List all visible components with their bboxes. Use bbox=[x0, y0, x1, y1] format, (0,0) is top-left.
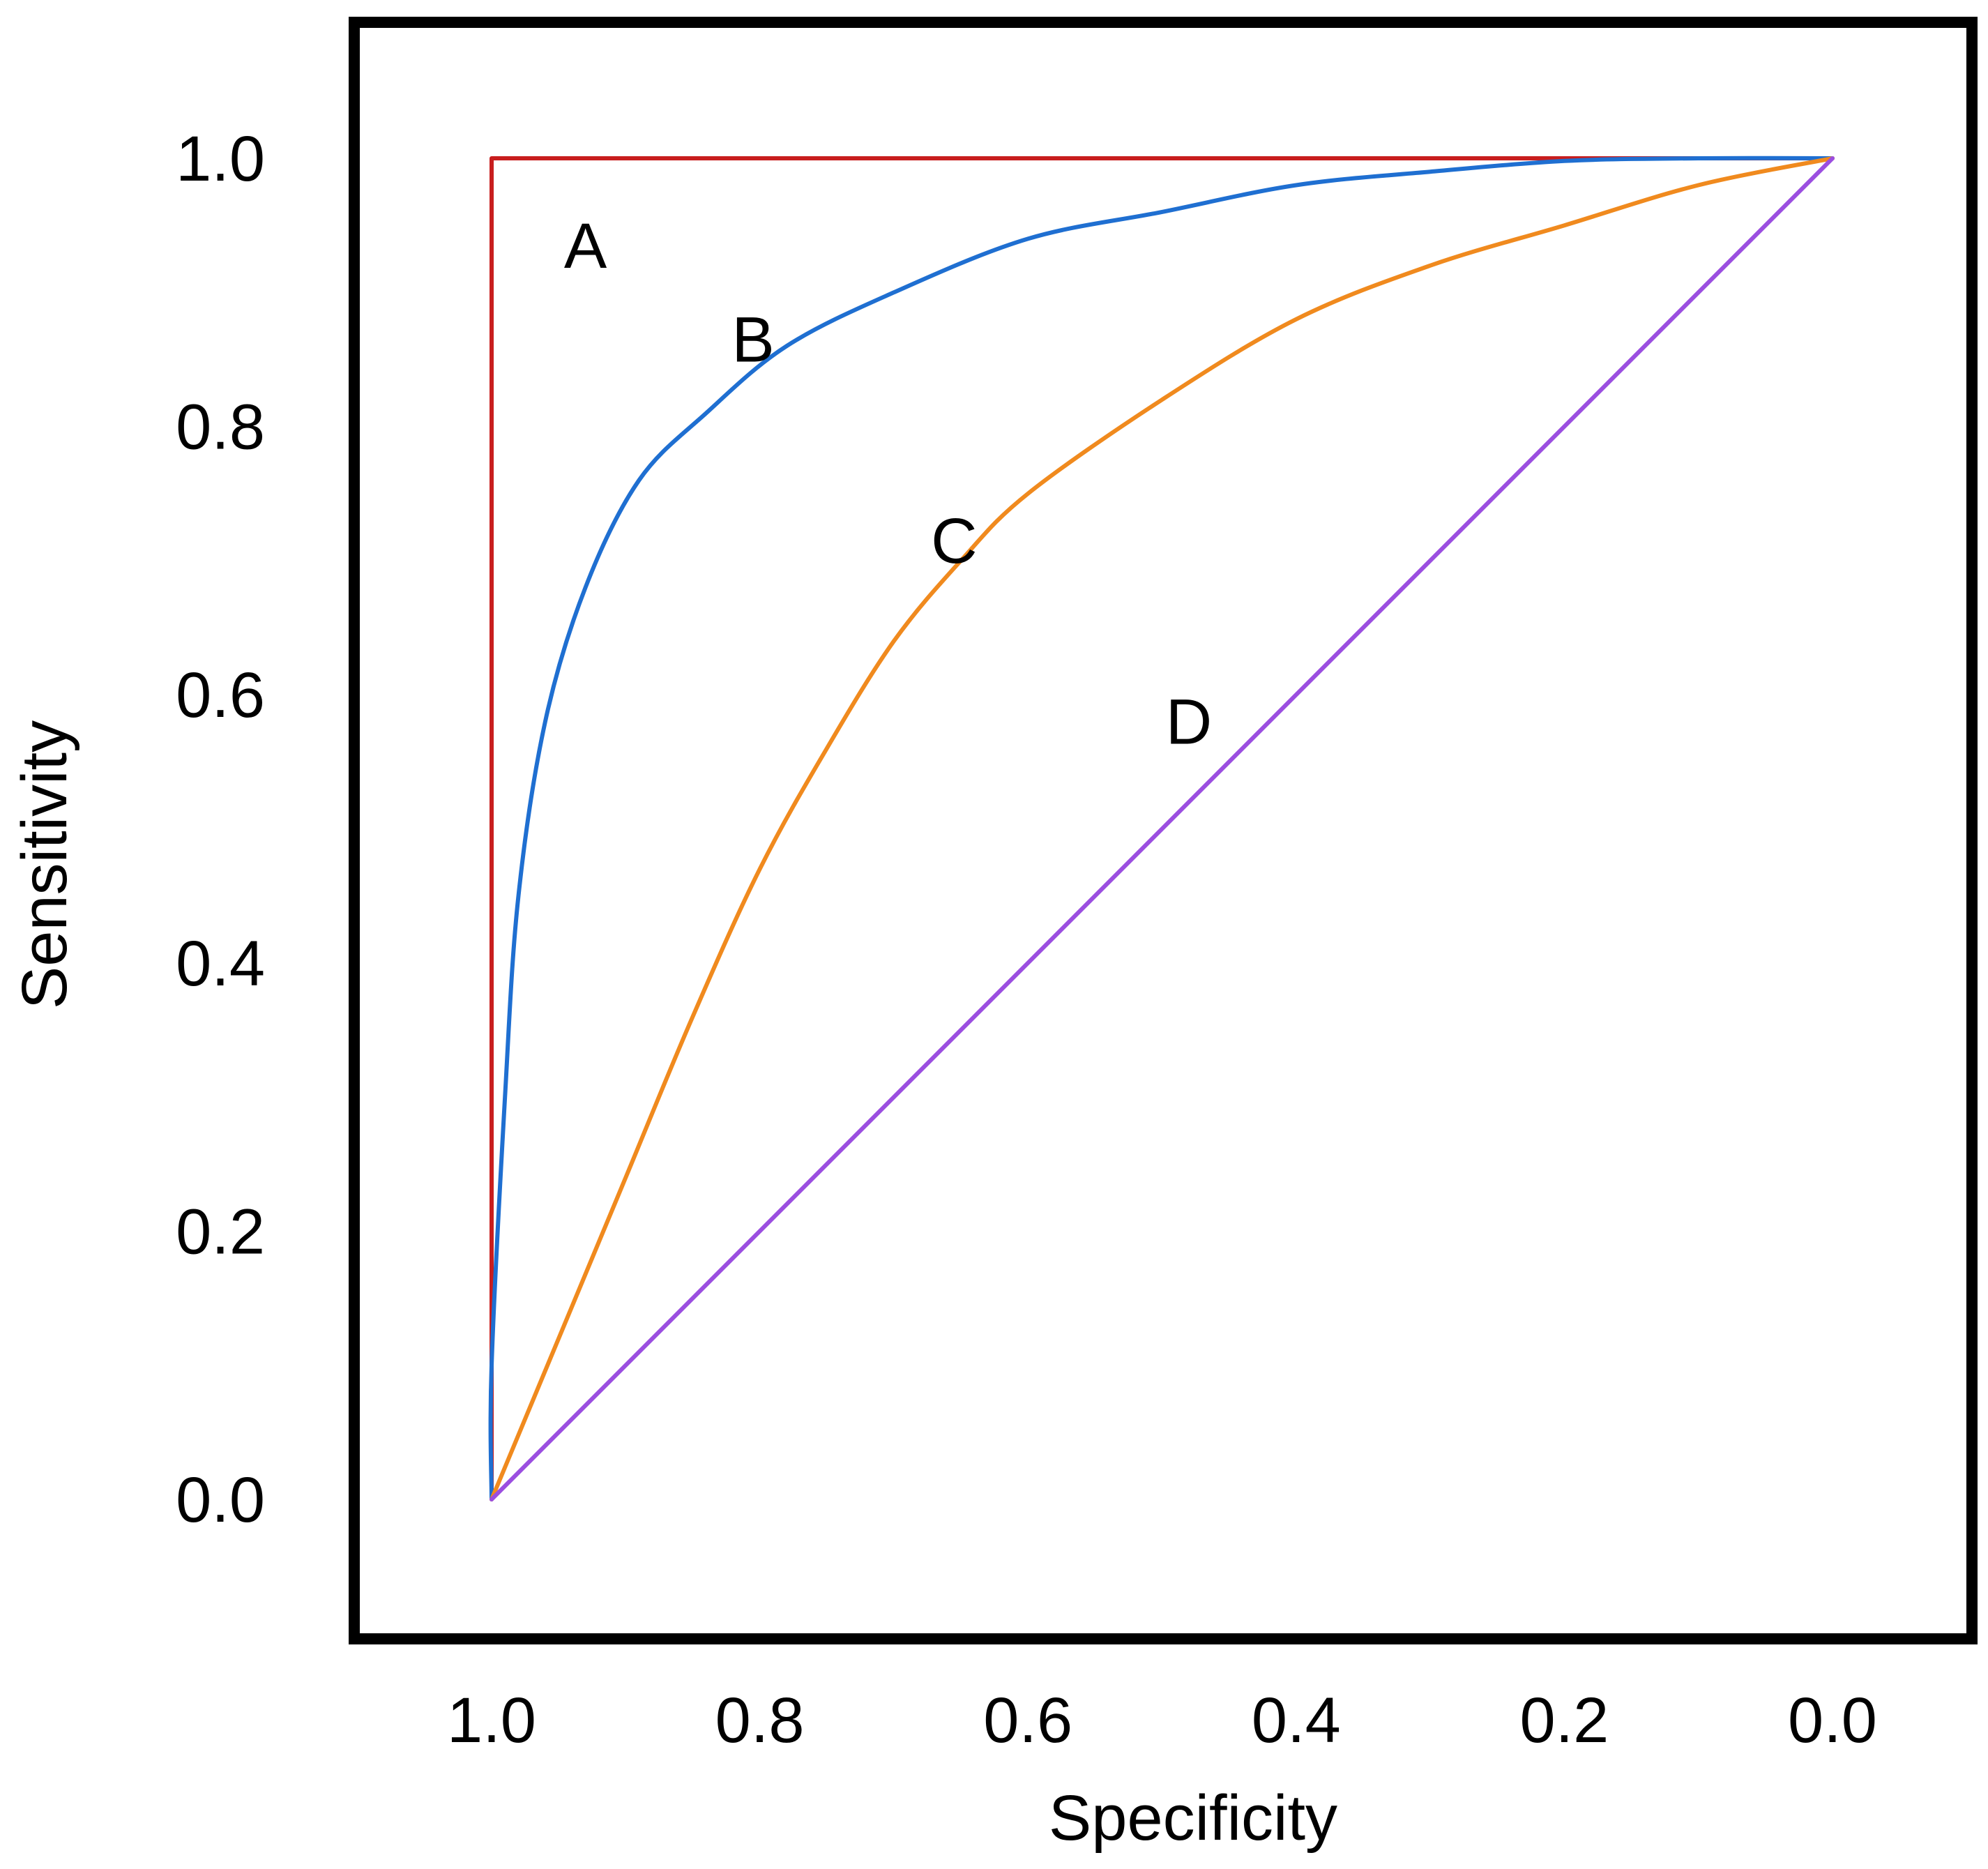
series-line-a bbox=[490, 156, 1835, 1501]
x-tick-label: 0.4 bbox=[1252, 1685, 1341, 1756]
tick-labels: 1.0 0.8 0.6 0.4 0.2 0.0 0.0 0.2 0.4 0.6 0.8 1.0 bbox=[176, 123, 1877, 1756]
y-tick-label: 1.0 bbox=[176, 123, 265, 195]
x-tick-label: 0.8 bbox=[715, 1685, 805, 1756]
series-line-b bbox=[488, 156, 1835, 1501]
x-tick-label: 0.0 bbox=[1788, 1685, 1877, 1756]
y-tick-label: 0.4 bbox=[176, 928, 265, 999]
series-line-d bbox=[490, 156, 1835, 1501]
plot-frame bbox=[349, 17, 1978, 1644]
curve-labels: A B C D bbox=[564, 211, 1212, 758]
y-tick-label: 0.0 bbox=[176, 1465, 265, 1536]
series-line-c bbox=[490, 156, 1835, 1501]
curve-label-d: D bbox=[1166, 687, 1212, 758]
y-tick-label: 0.2 bbox=[176, 1196, 265, 1267]
x-tick-label: 0.6 bbox=[983, 1685, 1072, 1756]
x-tick-label: 0.2 bbox=[1519, 1685, 1609, 1756]
x-axis-label: Specificity bbox=[1049, 1783, 1337, 1854]
x-tick-label: 1.0 bbox=[447, 1685, 536, 1756]
y-tick-label: 0.6 bbox=[176, 660, 265, 731]
y-axis-label: Sensitivity bbox=[9, 720, 80, 1009]
curve-label-a: A bbox=[564, 211, 607, 282]
curve-label-c: C bbox=[931, 506, 977, 577]
curve-label-b: B bbox=[731, 305, 774, 376]
y-tick-label: 0.8 bbox=[176, 392, 265, 463]
series-group bbox=[488, 156, 1835, 1501]
